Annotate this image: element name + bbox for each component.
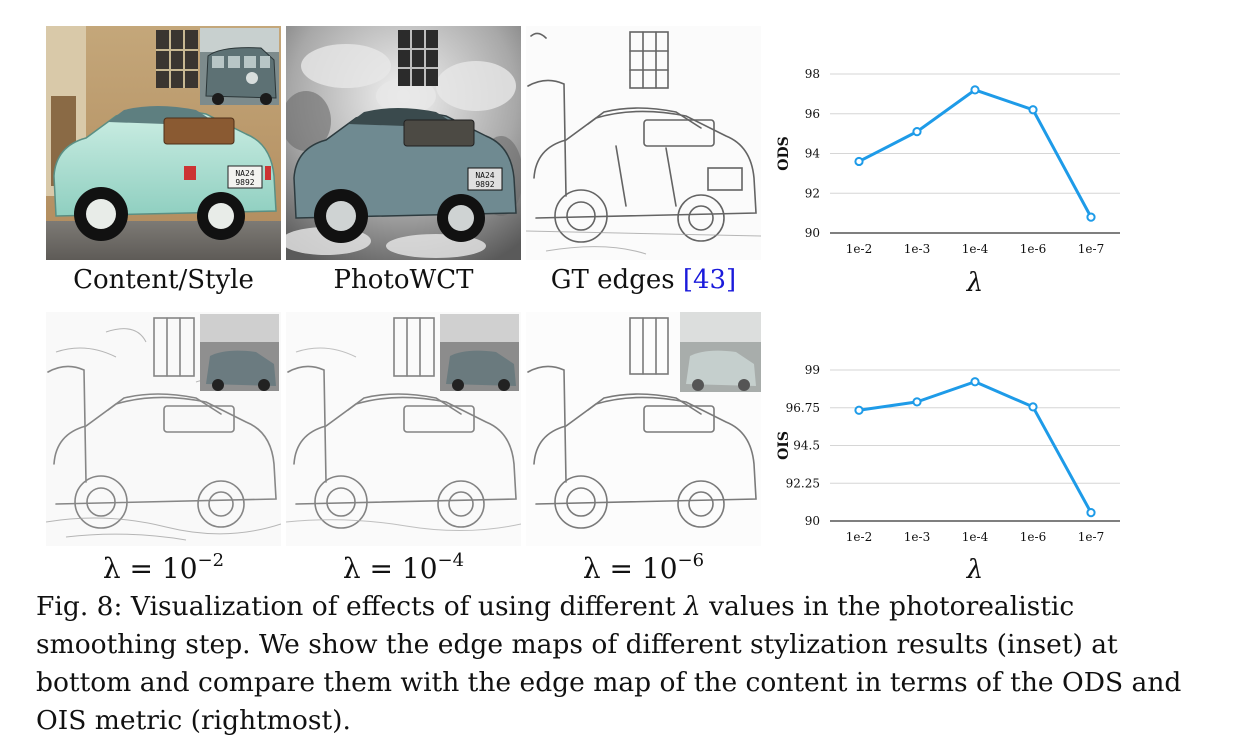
chart-1-y-axis-label: OIS [776,431,792,460]
caption-text-after: values in the photorealistic smoothing s… [36,591,1182,736]
chart-1-y-tick-label: 92.25 [786,476,820,490]
chart-0-data-point [912,127,922,137]
edge-map-lambda-1e-4 [286,312,521,546]
chart-0-y-axis-label: ODS [776,136,792,170]
chart-1-x-axis-title: λ [966,555,983,585]
chart-0-data-point [854,156,864,167]
chart-0-y-tick-label: 94 [805,147,821,161]
figure-label: Fig. 8: [36,591,123,622]
gt-edges-image [526,26,761,260]
chart-1-data-point [912,397,922,407]
caption-gt-edges-text: GT edges [550,265,675,295]
caption-lambda-1e-6: λ = 10−6 [526,550,761,585]
chart-1-series-line [858,380,1093,514]
caption-lambda-symbol: λ [683,591,701,622]
edge-map-lambda-1e-6 [526,312,761,546]
figure-caption: Fig. 8: Visualization of effects of usin… [36,588,1216,740]
lambda-1e-4-base: λ = 10 [342,552,438,585]
chart-0-x-tick-label: 1e-2 [846,242,872,256]
chart-0-x-tick-label: 1e-4 [962,242,989,256]
chart-1-y-tick-label: 99 [805,363,820,377]
photowct-result-image: NA24 9892 [286,26,521,260]
edge-map-lambda-1e-2 [46,312,281,546]
chart-0-y-tick-label: 90 [805,226,820,240]
caption-content-style-text: Content/Style [73,265,254,295]
caption-lambda-1e-2: λ = 10−2 [46,550,281,585]
plate-line-2: 9892 [235,178,254,187]
caption-gt-edges: GT edges [43] [526,265,761,295]
chart-0-y-tick-label: 92 [805,186,820,200]
content-style-photo: NA24 9892 [46,26,281,260]
chart-1-data-point [1028,402,1038,412]
lambda-1e-4-exp: −4 [437,550,465,571]
plate-line-2-stylized: 9892 [475,180,494,189]
chart-1-y-tick-label: 96.75 [786,401,820,415]
chart-0-data-point [1086,212,1096,222]
plate-line-1-stylized: NA24 [475,171,494,180]
chart-1-x-tick-label: 1e-6 [1020,530,1046,544]
chart-1-x-tick-label: 1e-7 [1078,530,1104,544]
chart-0-data-point [1028,105,1038,115]
chart-1-x-tick-label: 1e-3 [904,530,930,544]
chart-0-x-axis-title: λ [966,268,983,298]
plate-line-1: NA24 [235,169,254,178]
lambda-1e-6-base: λ = 10 [582,552,678,585]
ois-line-chart: 90 92.25 94.5 96.75 99 1e-2 1e-3 1e-4 1e-6 1e-7 OI… [776,363,1120,585]
chart-0-x-tick-label: 1e-7 [1078,242,1104,256]
chart-0-data-point [970,85,980,95]
chart-1-data-point [970,377,980,387]
caption-photowct: PhotoWCT [286,265,521,295]
chart-1-x-tick-label: 1e-4 [962,530,989,544]
chart-1-y-tick-label: 90 [805,514,820,528]
chart-0-y-tick-label: 96 [805,107,820,121]
lambda-1e-6-exp: −6 [677,550,705,571]
caption-content-style: Content/Style [46,265,281,295]
lambda-1e-2-exp: −2 [197,550,225,571]
lambda-1e-2-base: λ = 10 [102,552,198,585]
chart-1-y-tick-label: 94.5 [793,439,820,453]
chart-0-x-tick-label: 1e-3 [904,242,930,256]
chart-1-data-point [854,405,864,415]
caption-lambda-1e-4: λ = 10−4 [286,550,521,585]
chart-1-data-point [1086,508,1096,518]
caption-photowct-text: PhotoWCT [333,265,474,295]
chart-1-x-tick-label: 1e-2 [846,530,872,544]
citation-link[interactable]: [43] [682,265,737,295]
chart-0-x-tick-label: 1e-6 [1020,242,1046,256]
ods-line-chart: 90 92 94 96 98 1e-2 1e-3 1e-4 1e-6 1e-7 ODS λ [776,67,1120,298]
chart-0-y-tick-label: 98 [805,67,820,81]
caption-text-before: Visualization of effects of using differ… [130,591,676,622]
